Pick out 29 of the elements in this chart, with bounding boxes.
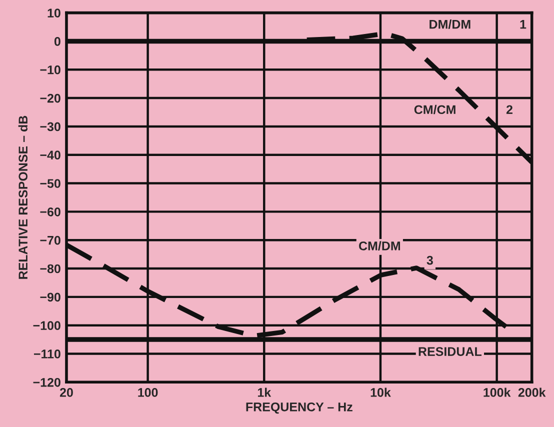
y-tick-label: 0 [54,37,60,46]
y-tick-label: −80 [40,264,60,274]
y-tick-label: −10 [40,65,60,74]
y-tick-label: 10 [48,8,60,18]
x-tick-label: 1k [258,388,272,397]
x-tick-label: 100k [484,388,511,397]
y-tick-label: −70 [40,236,60,245]
x-tick-label: 20 [60,388,73,397]
series-label: DM/DM [430,20,470,29]
x-axis-title: FREQUENCY – Hz [246,402,352,414]
y-tick-label: −60 [40,207,60,216]
y-tick-label: −20 [40,94,60,103]
series-label: RESIDUAL [418,347,482,356]
x-tick-label: 10k [370,388,391,397]
series-label: CM/CM [414,104,456,114]
y-tick-label: −40 [40,150,60,160]
annotation: 3 [426,256,433,265]
annotation: 2 [506,105,512,114]
y-tick-label: −120 [33,378,60,387]
annotation: 1 [520,20,526,29]
x-tick-label: 200k [518,388,546,397]
series-label: CM/DM [359,241,400,250]
y-tick-label: −50 [40,179,60,188]
y-tick-label: −100 [33,321,60,330]
y-tick-label: −90 [40,292,60,302]
y-tick-label: −30 [40,122,60,132]
y-tick-label: −110 [34,350,60,358]
x-tick-label: 100 [138,388,158,397]
y-axis-title: RELATIVE RESPONSE – dB [18,116,28,279]
